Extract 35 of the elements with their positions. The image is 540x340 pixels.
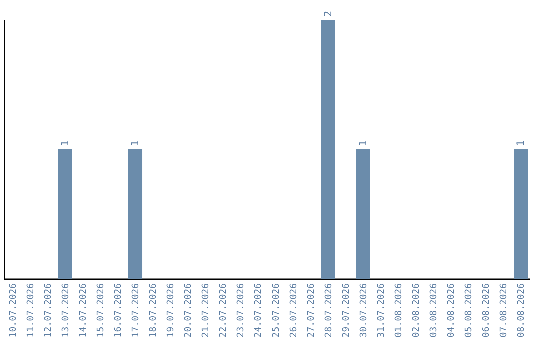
x-tick-label: 03.08.2026 bbox=[430, 284, 440, 338]
x-tick-label: 02.08.2026 bbox=[412, 284, 422, 338]
x-tick-label: 30.07.2026 bbox=[359, 284, 370, 338]
x-tick-label: 05.08.2026 bbox=[464, 284, 475, 338]
x-tick-label: 08.08.2026 bbox=[517, 284, 528, 338]
x-tick-label: 14.07.2026 bbox=[78, 284, 89, 338]
data-label: 1 bbox=[358, 140, 370, 146]
x-tick-label: 24.07.2026 bbox=[254, 284, 264, 338]
x-tick-label: 27.07.2026 bbox=[306, 284, 317, 338]
data-label: 1 bbox=[516, 140, 528, 146]
x-tick-label: 11.07.2026 bbox=[26, 284, 36, 338]
x-tick-label: 21.07.2026 bbox=[202, 284, 212, 338]
x-tick-label: 16.07.2026 bbox=[114, 284, 124, 338]
x-tick-label: 28.07.2026 bbox=[324, 284, 334, 338]
x-tick-label: 26.07.2026 bbox=[289, 284, 300, 338]
x-tick-label: 10.07.2026 bbox=[8, 284, 19, 338]
x-tick-label: 01.08.2026 bbox=[394, 284, 404, 338]
data-label: 1 bbox=[60, 140, 72, 146]
x-tick-label: 20.07.2026 bbox=[184, 284, 194, 338]
x-tick-label: 25.07.2026 bbox=[272, 284, 282, 338]
x-tick-label: 12.07.2026 bbox=[44, 284, 54, 338]
data-label: 1 bbox=[130, 140, 142, 146]
x-tick-label: 07.08.2026 bbox=[500, 284, 510, 338]
x-tick-label: 06.08.2026 bbox=[482, 284, 492, 338]
x-tick-label: 31.07.2026 bbox=[376, 284, 387, 338]
x-tick-label: 19.07.2026 bbox=[166, 284, 177, 338]
x-tick-label: 18.07.2026 bbox=[149, 284, 160, 338]
x-tick-label: 17.07.2026 bbox=[132, 284, 142, 338]
x-tick-label: 15.07.2026 bbox=[96, 284, 106, 338]
x-tick-label: 29.07.2026 bbox=[342, 284, 352, 338]
data-label: 2 bbox=[323, 10, 334, 17]
x-tick-label: 04.08.2026 bbox=[447, 284, 458, 338]
x-tick-label: 13.07.2026 bbox=[61, 284, 72, 338]
x-tick-label: 23.07.2026 bbox=[236, 284, 247, 338]
x-tick-label: 22.07.2026 bbox=[219, 284, 230, 338]
